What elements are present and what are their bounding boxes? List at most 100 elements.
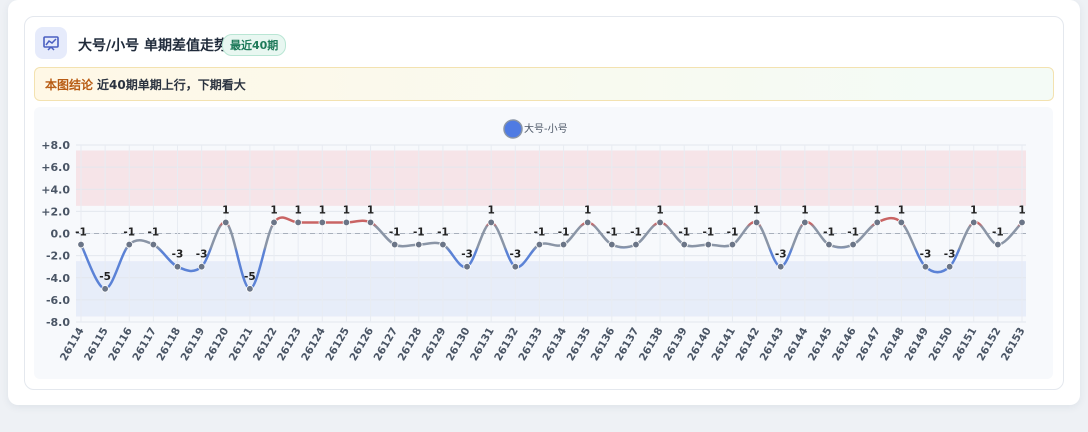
data-label: -1 — [823, 227, 835, 239]
data-label: -1 — [75, 227, 87, 239]
point — [801, 218, 809, 227]
data-label: -1 — [437, 227, 449, 239]
point — [222, 218, 230, 227]
data-label: -1 — [123, 227, 135, 239]
point — [777, 262, 785, 271]
point — [342, 218, 351, 227]
y-tick-label: +8.0 — [41, 139, 70, 152]
y-tick-label: -4.0 — [46, 272, 70, 285]
data-label: 1 — [874, 204, 881, 216]
legend-label: 大号-小号 — [524, 122, 568, 135]
data-label: -3 — [172, 249, 184, 261]
point — [173, 262, 182, 271]
point — [487, 218, 495, 227]
point — [583, 218, 592, 227]
data-label: 1 — [343, 204, 350, 216]
data-label: -1 — [148, 227, 160, 239]
point — [270, 218, 278, 227]
data-label: -1 — [413, 227, 425, 239]
data-label: -5 — [99, 271, 111, 283]
data-label: -1 — [606, 227, 618, 239]
y-tick-label: +4.0 — [41, 183, 70, 196]
band — [76, 150, 1026, 206]
data-label: 1 — [898, 204, 905, 216]
badge: 最近40期 — [222, 34, 287, 56]
point — [849, 240, 857, 249]
point — [704, 240, 713, 249]
point — [366, 218, 375, 227]
data-label: -1 — [558, 227, 570, 239]
point — [318, 218, 326, 227]
point — [101, 285, 109, 293]
point — [970, 218, 978, 227]
data-label: -1 — [389, 227, 401, 239]
point — [1018, 218, 1026, 227]
band — [76, 261, 1026, 317]
data-label: -1 — [678, 227, 690, 239]
y-tick-label: 0.0 — [51, 228, 71, 241]
point — [294, 218, 302, 227]
y-tick-label: -2.0 — [46, 250, 70, 263]
y-tick-label: +6.0 — [41, 161, 70, 174]
point — [608, 240, 616, 249]
point — [945, 262, 954, 271]
legend-marker — [503, 119, 523, 139]
data-label: -1 — [992, 227, 1004, 239]
icon-glyph — [43, 36, 59, 51]
point — [873, 218, 881, 227]
data-label: 1 — [367, 204, 374, 216]
point — [439, 240, 447, 249]
y-tick-label: +2.0 — [41, 205, 70, 218]
y-tick-label: -6.0 — [46, 294, 70, 307]
data-label: 1 — [270, 204, 277, 216]
conclusion-text: 近40期单期上行，下期看大 — [97, 78, 246, 92]
chart-icon — [35, 27, 67, 59]
point — [463, 262, 471, 271]
point — [535, 240, 544, 249]
x-tick-label: 26153 — [999, 326, 1028, 364]
data-label: 1 — [222, 204, 229, 216]
data-label: -1 — [534, 227, 546, 239]
data-label: -1 — [702, 227, 714, 239]
data-label: 1 — [1018, 204, 1025, 216]
data-label: 1 — [488, 204, 495, 216]
y-tick-label: -8.0 — [46, 316, 70, 329]
data-label: -3 — [944, 249, 956, 261]
data-label: -5 — [244, 271, 256, 283]
data-label: -1 — [630, 227, 642, 239]
data-label: -1 — [847, 227, 859, 239]
point — [390, 240, 399, 249]
conclusion-box — [34, 67, 1054, 101]
data-label: -3 — [920, 249, 932, 261]
data-label: -3 — [775, 249, 787, 261]
point — [149, 240, 158, 249]
point — [728, 240, 737, 249]
point — [656, 218, 664, 227]
point — [415, 240, 423, 249]
data-label: -3 — [509, 249, 521, 261]
data-label: 1 — [319, 204, 326, 216]
conclusion-label: 本图结论 — [45, 78, 94, 92]
point — [511, 262, 520, 271]
point — [921, 262, 930, 271]
data-label: 1 — [584, 204, 591, 216]
data-label: 1 — [656, 204, 663, 216]
point — [125, 240, 133, 249]
point — [246, 285, 254, 293]
data-label: 1 — [970, 204, 977, 216]
point — [825, 240, 833, 249]
point — [197, 262, 206, 271]
point — [897, 218, 906, 227]
point — [559, 240, 568, 249]
data-label: -3 — [461, 249, 473, 261]
point — [680, 240, 688, 249]
point — [77, 240, 85, 249]
data-label: -1 — [727, 227, 739, 239]
data-label: 1 — [801, 204, 808, 216]
data-label: 1 — [294, 204, 301, 216]
series-line — [79, 216, 1023, 291]
point — [994, 240, 1002, 249]
card-title: 大号/小号 单期差值走势 — [78, 38, 228, 54]
